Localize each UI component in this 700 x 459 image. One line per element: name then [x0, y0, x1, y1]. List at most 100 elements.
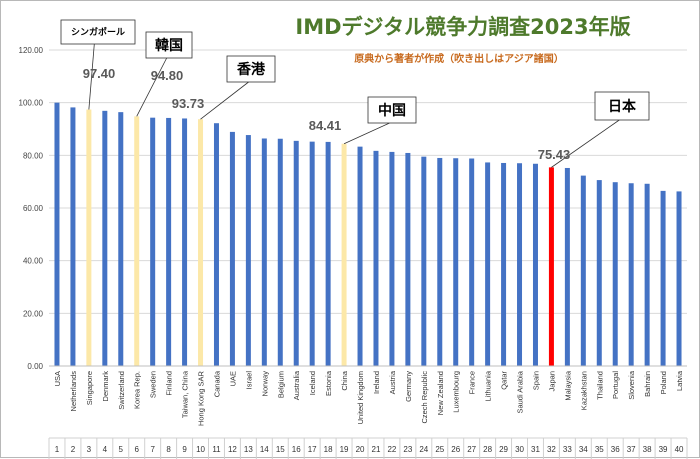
category-label: Austria — [388, 370, 397, 394]
chart-title: IMDデジタル競争力調査2023年版 — [295, 15, 630, 39]
bar — [628, 183, 634, 366]
category-label: Belgium — [276, 371, 285, 398]
y-tick-label: 60.00 — [23, 204, 44, 213]
rank-number: 15 — [276, 445, 285, 454]
rank-number: 40 — [675, 445, 684, 454]
rank-number: 39 — [659, 445, 668, 454]
category-label: Japan — [547, 371, 556, 391]
rank-number: 35 — [595, 445, 604, 454]
category-label: Sweden — [149, 371, 158, 398]
category-label: China — [340, 370, 349, 390]
category-label: Czech Republic — [420, 371, 429, 424]
callout-country: 中国 — [378, 102, 406, 119]
rank-number: 6 — [134, 445, 139, 454]
bar — [293, 140, 299, 366]
rank-number: 32 — [547, 445, 556, 454]
category-label: United Kingdom — [356, 371, 365, 424]
rank-number: 23 — [403, 445, 412, 454]
rank-number: 17 — [308, 445, 317, 454]
callout-leader — [136, 57, 168, 117]
category-label: Spain — [531, 371, 540, 390]
bar — [166, 117, 172, 366]
y-tick-label: 100.00 — [19, 99, 44, 108]
bar — [182, 118, 188, 366]
y-tick-label: 0.00 — [27, 362, 43, 371]
bar — [373, 150, 379, 366]
category-label: Lithuania — [484, 370, 493, 401]
rank-number: 22 — [387, 445, 396, 454]
bar — [357, 146, 363, 366]
data-label: 75.43 — [538, 147, 571, 162]
callout-country: 韓国 — [155, 37, 183, 54]
rank-number: 31 — [531, 445, 540, 454]
rank-number: 1 — [55, 445, 60, 454]
chart-subtitle: 原典から著者が作成（吹き出しはアジア諸国） — [354, 52, 564, 65]
bar — [134, 116, 140, 366]
rank-number: 34 — [579, 445, 588, 454]
rank-number: 18 — [324, 445, 333, 454]
category-label: Bahrain — [643, 371, 652, 397]
y-axis: 0.00 20.00 40.00 60.00 80.00 100.00 120.00 — [19, 46, 44, 371]
bar — [229, 131, 235, 366]
category-label: Qatar — [500, 371, 509, 390]
rank-number: 27 — [467, 445, 476, 454]
category-label: UAE — [228, 371, 237, 386]
category-label: Kazakhstan — [579, 371, 588, 410]
bar — [198, 119, 204, 366]
data-label: 84.41 — [309, 118, 342, 133]
category-label: Taiwan, China — [181, 370, 190, 418]
category-label: Slovenia — [627, 370, 636, 400]
category-label: Switzerland — [117, 371, 126, 410]
rank-number: 36 — [611, 445, 620, 454]
category-label: Netherlands — [69, 371, 78, 412]
callout-leader — [200, 81, 249, 120]
rank-number: 3 — [87, 445, 92, 454]
bar — [277, 138, 283, 366]
category-label: New Zealand — [436, 371, 445, 415]
rank-number: 14 — [260, 445, 269, 454]
bar — [102, 110, 108, 366]
rank-number: 28 — [483, 445, 492, 454]
callouts: シンガポール 97.40 韓国 94.80 香港 93.73 中国 84.41 日本 75.43 — [60, 19, 650, 168]
rank-number: 9 — [182, 445, 187, 454]
rank-number: 33 — [563, 445, 572, 454]
rank-number: 26 — [451, 445, 460, 454]
x-axis: USA Netherlands Singapore Denmark Switzerlan… — [49, 365, 687, 426]
rank-number: 13 — [244, 445, 253, 454]
category-label: Estonia — [324, 370, 333, 396]
rank-number: 20 — [356, 445, 365, 454]
category-label: Denmark — [101, 371, 110, 402]
callout-box — [226, 55, 276, 83]
category-label: Korea Rep. — [133, 371, 142, 409]
y-tick-label: 20.00 — [23, 309, 44, 318]
category-label: Saudi Arabia — [516, 370, 525, 413]
rank-number: 10 — [196, 445, 205, 454]
rank-number: 37 — [627, 445, 636, 454]
bar — [548, 167, 554, 366]
bar — [118, 112, 124, 366]
category-label: Luxembourg — [452, 371, 461, 413]
category-label: Poland — [659, 371, 668, 394]
bars — [54, 102, 682, 367]
rank-number: 8 — [166, 445, 171, 454]
rank-number: 24 — [419, 445, 428, 454]
category-label: Israel — [244, 371, 253, 390]
bar — [532, 163, 538, 366]
rank-number: 12 — [228, 445, 237, 454]
rank-number: 38 — [643, 445, 652, 454]
category-label: Thailand — [595, 371, 604, 400]
callout-box — [594, 91, 650, 121]
bar — [325, 141, 331, 366]
category-label: Canada — [212, 370, 221, 397]
bar — [421, 156, 427, 366]
data-label: 93.73 — [172, 96, 205, 111]
category-label: Iceland — [308, 371, 317, 395]
category-label: USA — [53, 371, 62, 386]
bar — [517, 163, 523, 366]
bar — [213, 123, 219, 366]
rank-number: 29 — [499, 445, 508, 454]
bar — [596, 180, 602, 366]
category-label: Finland — [165, 371, 174, 396]
